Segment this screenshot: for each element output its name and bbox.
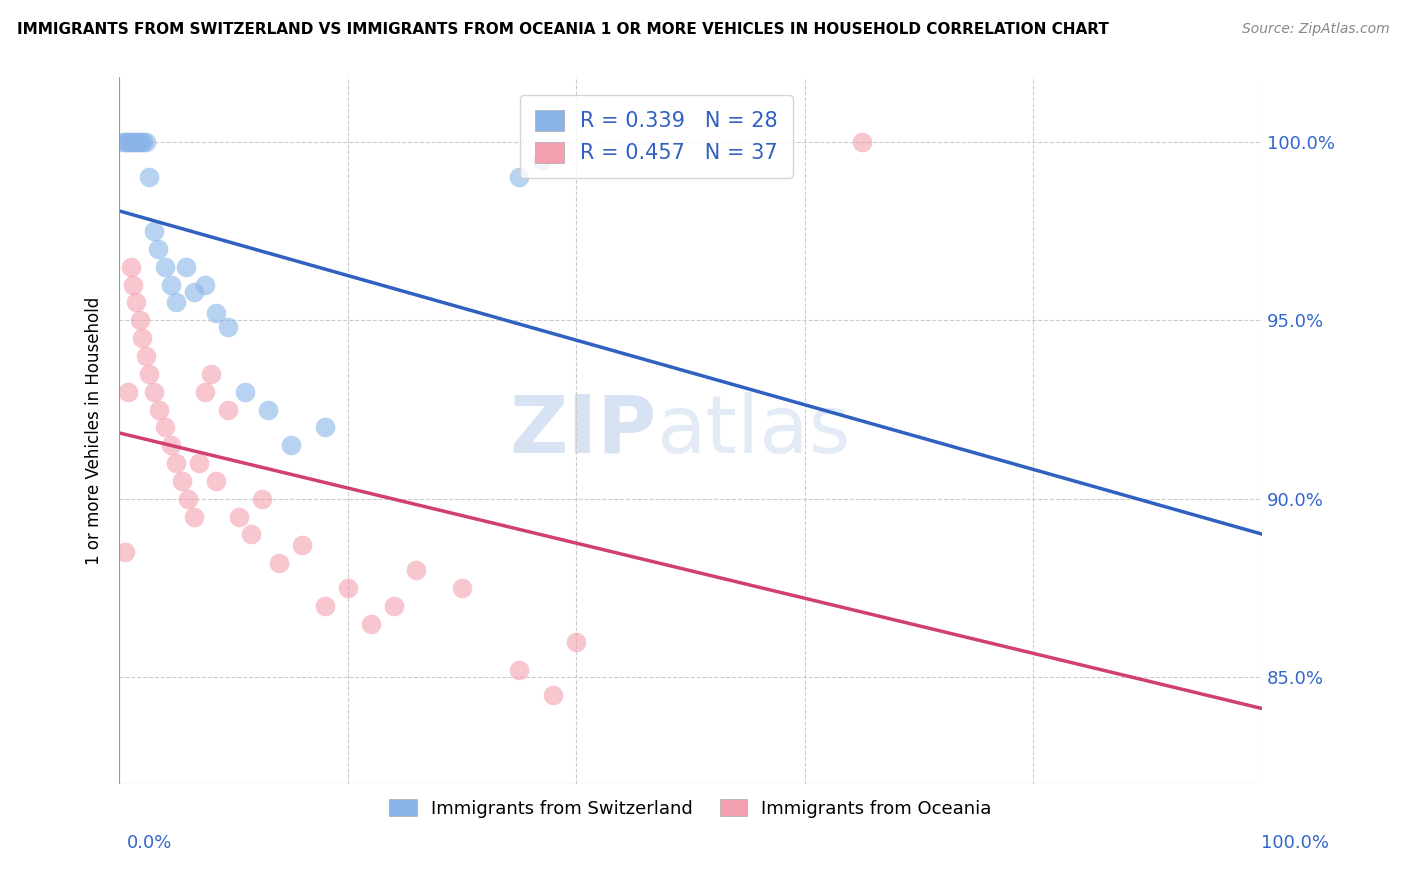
Point	[250, 491, 273, 506]
Point	[138, 170, 160, 185]
Point	[188, 456, 211, 470]
Point	[543, 688, 565, 702]
Point	[120, 260, 142, 274]
Point	[142, 224, 165, 238]
Point	[183, 509, 205, 524]
Point	[114, 545, 136, 559]
Point	[129, 135, 152, 149]
Point	[194, 277, 217, 292]
Point	[314, 420, 336, 434]
Point	[153, 420, 176, 434]
Point	[565, 634, 588, 648]
Point	[114, 135, 136, 149]
Point	[217, 402, 239, 417]
Point	[382, 599, 405, 613]
Point	[291, 538, 314, 552]
Point	[159, 438, 181, 452]
Point	[122, 135, 145, 149]
Point	[239, 527, 262, 541]
Text: IMMIGRANTS FROM SWITZERLAND VS IMMIGRANTS FROM OCEANIA 1 OR MORE VEHICLES IN HOU: IMMIGRANTS FROM SWITZERLAND VS IMMIGRANT…	[17, 22, 1109, 37]
Point	[125, 135, 148, 149]
Point	[851, 135, 873, 149]
Point	[135, 135, 157, 149]
Point	[405, 563, 427, 577]
Point	[159, 277, 181, 292]
Y-axis label: 1 or more Vehicles in Household: 1 or more Vehicles in Household	[86, 297, 103, 565]
Point	[125, 295, 148, 310]
Point	[280, 438, 302, 452]
Point	[153, 260, 176, 274]
Point	[111, 135, 134, 149]
Point	[121, 135, 143, 149]
Point	[205, 474, 228, 488]
Point	[117, 384, 139, 399]
Point	[508, 663, 530, 677]
Point	[508, 170, 530, 185]
Point	[217, 320, 239, 334]
Point	[118, 135, 141, 149]
Point	[177, 491, 200, 506]
Point	[205, 306, 228, 320]
Point	[200, 367, 222, 381]
Point	[131, 331, 153, 345]
Point	[146, 242, 169, 256]
Point	[148, 402, 170, 417]
Legend: Immigrants from Switzerland, Immigrants from Oceania: Immigrants from Switzerland, Immigrants …	[382, 792, 998, 825]
Point	[183, 285, 205, 299]
Text: atlas: atlas	[657, 392, 851, 470]
Point	[314, 599, 336, 613]
Point	[122, 277, 145, 292]
Point	[128, 313, 150, 327]
Point	[117, 135, 139, 149]
Point	[451, 581, 474, 595]
Point	[360, 616, 382, 631]
Point	[194, 384, 217, 399]
Text: Source: ZipAtlas.com: Source: ZipAtlas.com	[1241, 22, 1389, 37]
Text: 100.0%: 100.0%	[1261, 834, 1329, 852]
Point	[269, 556, 291, 570]
Point	[256, 402, 278, 417]
Point	[142, 384, 165, 399]
Text: ZIP: ZIP	[509, 392, 657, 470]
Point	[165, 456, 187, 470]
Point	[128, 135, 150, 149]
Point	[228, 509, 250, 524]
Point	[174, 260, 197, 274]
Point	[165, 295, 187, 310]
Text: 0.0%: 0.0%	[127, 834, 172, 852]
Point	[531, 153, 554, 167]
Point	[132, 135, 155, 149]
Point	[336, 581, 359, 595]
Point	[135, 349, 157, 363]
Point	[233, 384, 256, 399]
Point	[172, 474, 194, 488]
Point	[138, 367, 160, 381]
